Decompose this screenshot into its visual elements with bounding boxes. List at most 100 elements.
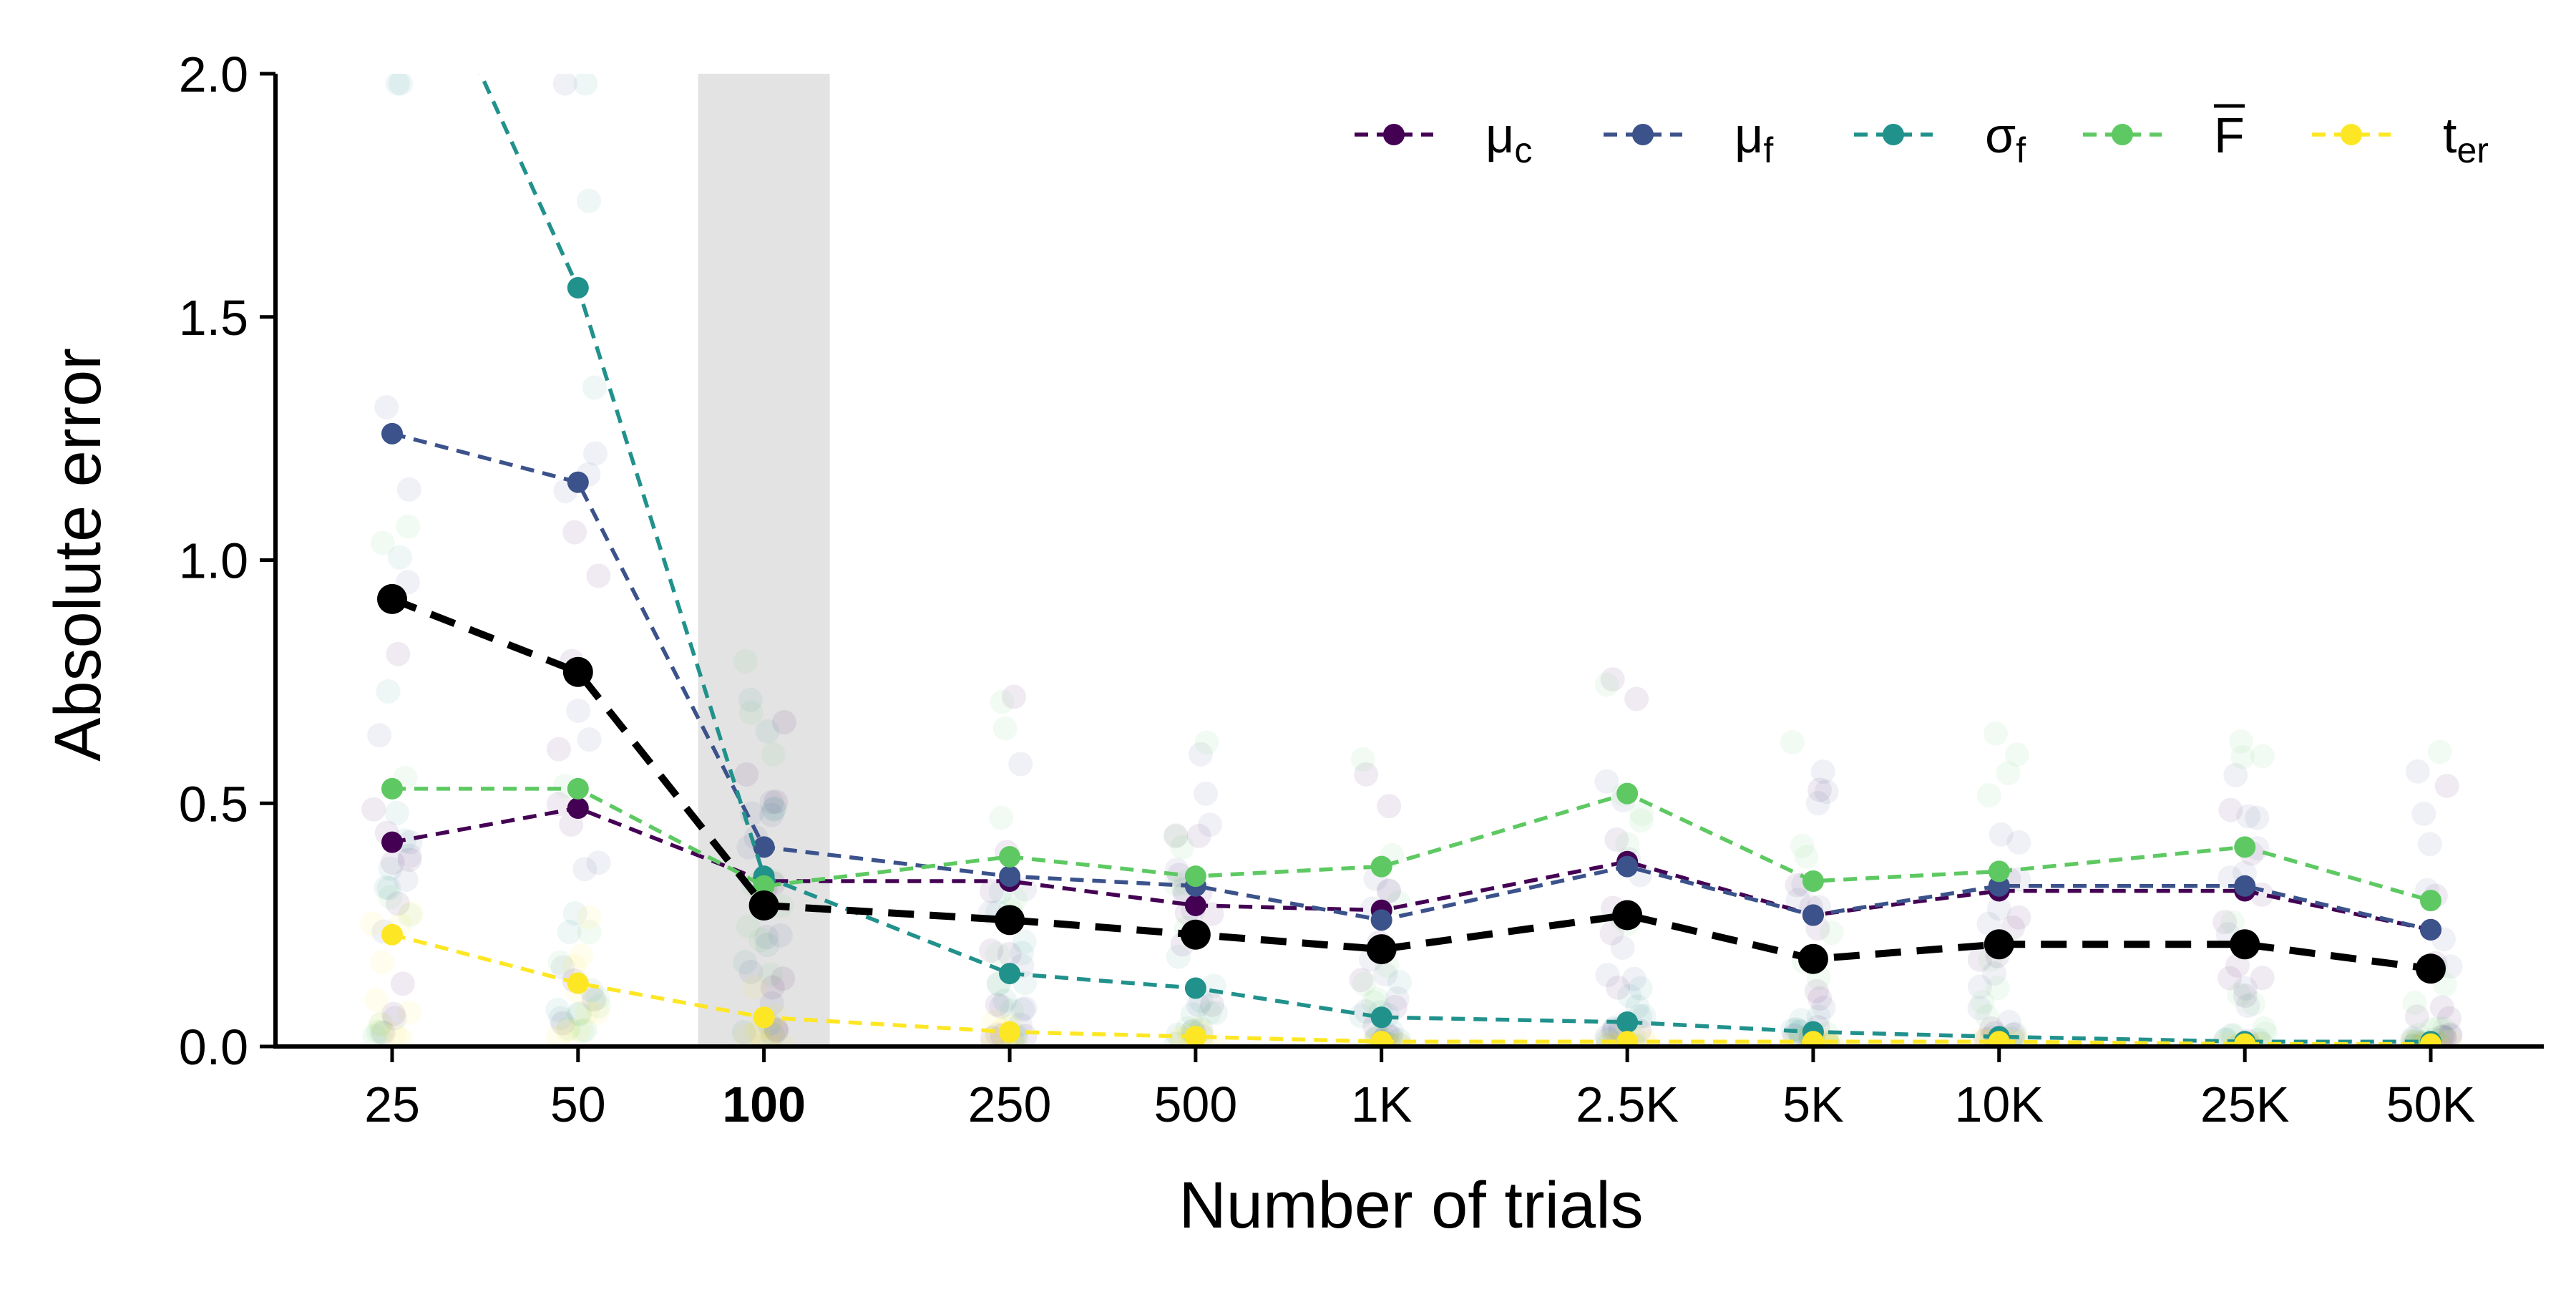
legend-label: ter	[2443, 107, 2489, 170]
scatter-point	[370, 950, 395, 975]
y-tick-label: 1.0	[179, 533, 248, 589]
scatter-point	[1976, 783, 2001, 808]
x-tick-label: 25K	[2200, 1077, 2290, 1132]
scatter-point	[1010, 997, 1035, 1022]
scatter-point	[378, 885, 403, 910]
scatter-point	[1810, 759, 1835, 784]
scatter-point	[557, 919, 582, 944]
scatter-point	[2218, 797, 2243, 822]
scatter-point	[979, 879, 1004, 904]
x-tick-label: 1K	[1351, 1077, 1413, 1132]
data-point	[1370, 1031, 1392, 1046]
scatter-point	[761, 742, 786, 767]
scatter-point	[2229, 729, 2254, 754]
scatter-point	[738, 959, 763, 984]
scatter-point	[572, 1017, 597, 1042]
data-point	[1184, 977, 1206, 999]
scatter-point	[2250, 966, 2275, 991]
x-tick-label: 250	[968, 1077, 1052, 1132]
scatter-point	[1352, 971, 1377, 996]
scatter-point	[1186, 823, 1211, 848]
scatter-point	[1377, 878, 1402, 903]
series-line	[478, 74, 2431, 1044]
scatter-point	[2226, 982, 2251, 1007]
scatter-point	[2223, 762, 2248, 787]
legend-marker	[1632, 124, 1654, 145]
scatter-point	[734, 762, 759, 787]
scatter-point	[1617, 983, 1642, 1009]
scatter-point	[761, 1022, 786, 1046]
scatter-point	[2220, 910, 2245, 935]
scatter-point	[2405, 759, 2430, 784]
scatter-point	[2006, 905, 2031, 930]
scatter-point	[2427, 739, 2452, 764]
scatter-point	[755, 933, 780, 958]
data-point	[381, 422, 403, 445]
scatter-point	[1166, 863, 1191, 888]
scatter-point	[1377, 794, 1402, 819]
scatter-point	[573, 74, 598, 96]
scatter-point	[1002, 684, 1027, 709]
scatter-point	[385, 74, 410, 96]
scatter-point	[399, 900, 424, 926]
scatter-point	[556, 1016, 581, 1041]
data-point	[1984, 929, 2014, 960]
scatter-point	[1807, 777, 1833, 802]
scatter-point	[2233, 983, 2258, 1009]
scatter-point	[1385, 986, 1410, 1011]
scatter-point	[985, 941, 1010, 966]
scatter-point	[397, 903, 422, 928]
scatter-point	[365, 1019, 390, 1044]
scatter-point	[758, 962, 783, 987]
data-point	[567, 777, 589, 800]
scatter-point	[374, 875, 399, 900]
scatter-point	[555, 1018, 580, 1043]
scatter-point	[762, 796, 787, 821]
scatter-point	[1967, 947, 1992, 972]
scatter-point	[2250, 744, 2275, 769]
scatter-point	[397, 843, 422, 868]
scatter-point	[1970, 990, 1995, 1015]
scatter-point	[1606, 975, 1631, 1000]
scatter-point	[1621, 966, 1646, 991]
series-σf	[478, 74, 2441, 1046]
data-point	[2230, 929, 2260, 960]
data-point	[2420, 918, 2441, 941]
scatter-point	[1610, 936, 1635, 961]
scatter-point	[577, 727, 602, 752]
scatter-point	[376, 875, 401, 900]
scatter-point	[1349, 968, 1374, 993]
data-point	[995, 905, 1025, 936]
x-tick-label: 50K	[2386, 1077, 2476, 1132]
scatter-point	[362, 1024, 387, 1046]
scatter-point	[562, 520, 587, 545]
scatter-point	[562, 901, 587, 926]
scatter-point	[736, 914, 761, 939]
scatter-point	[1170, 835, 1195, 860]
scatter-point	[755, 719, 780, 744]
data-point	[2234, 836, 2256, 858]
scatter-point	[1819, 921, 1844, 946]
scatter-point	[1199, 992, 1224, 1017]
data-point	[1366, 934, 1397, 965]
scatter-point	[586, 563, 611, 588]
scatter-point	[360, 911, 385, 936]
scatter-point	[1780, 729, 1805, 754]
scatter-point	[761, 797, 786, 822]
x-tick-label: 500	[1153, 1077, 1237, 1132]
scatter-point	[1350, 747, 1375, 772]
scatter-point	[1387, 970, 1412, 995]
scatter-point	[748, 928, 774, 953]
scatter-point	[738, 700, 763, 725]
y-tick-label: 2.0	[179, 47, 248, 102]
scatter-point	[1010, 941, 1035, 966]
scatter-point	[382, 1006, 407, 1031]
scatter-point	[2438, 1022, 2463, 1046]
scatter-point	[990, 689, 1015, 714]
scatter-point	[1986, 896, 2011, 921]
scatter-point	[1984, 721, 2009, 746]
scatter-point	[2230, 744, 2255, 769]
scatter-point	[566, 1001, 591, 1026]
scatter-point	[575, 1000, 600, 1025]
scatter-point	[992, 988, 1018, 1013]
